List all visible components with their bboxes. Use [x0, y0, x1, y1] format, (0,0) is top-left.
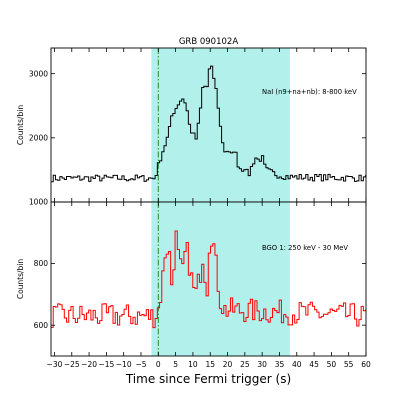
x-tick-label: 5 [173, 360, 178, 369]
x-tick-label: 50 [327, 360, 337, 369]
x-tick-label: −10 [116, 360, 132, 369]
nai-detector-annotation: NaI (n9+na+nb): 8-800 keV [262, 88, 357, 96]
nai-y-tick-label: 3000 [29, 69, 48, 78]
nai-histogram-series [51, 65, 367, 183]
bgo-y-tick-label: 800 [34, 259, 49, 268]
nai-y-axis-label: Counts/bin [16, 105, 25, 146]
x-tick-label: 0 [156, 360, 161, 369]
chart-title: GRB 090102A [179, 37, 238, 47]
x-tick-label: 45 [309, 360, 319, 369]
bgo-y-tick-label: 600 [34, 321, 49, 330]
x-tick-label: 10 [188, 360, 198, 369]
nai-y-tick-label: 1000 [29, 198, 48, 207]
bgo-detector-annotation: BGO 1: 250 keV - 30 MeV [262, 244, 348, 252]
x-tick-label: 25 [240, 360, 250, 369]
x-tick-label: 15 [205, 360, 215, 369]
x-tick-label: 20 [223, 360, 233, 369]
bgo-y-axis-label: Counts/bin [16, 259, 25, 300]
bgo-axes-frame [50, 201, 367, 357]
x-tick-label: 55 [344, 360, 354, 369]
x-tick-label: 40 [292, 360, 302, 369]
x-tick-label: −25 [64, 360, 80, 369]
nai-light-curve-panel: 1000 2000 3000 Counts/bin NaI (n9+na+nb): 8-… [16, 47, 367, 207]
x-tick-label: −20 [81, 360, 97, 369]
x-tick-label: 60 [361, 360, 371, 369]
nai-shaded-interval [151, 48, 290, 202]
x-tick-label: −15 [98, 360, 114, 369]
x-tick-label: −5 [135, 360, 146, 369]
x-axis-label: Time since Fermi trigger (s) [125, 372, 291, 386]
x-tick-label: 35 [275, 360, 285, 369]
nai-y-tick-label: 2000 [29, 133, 48, 142]
bgo-histogram-series [51, 230, 367, 329]
x-tick-label: −30 [47, 360, 63, 369]
bgo-shaded-interval [151, 202, 290, 356]
x-tick-label: 30 [257, 360, 267, 369]
